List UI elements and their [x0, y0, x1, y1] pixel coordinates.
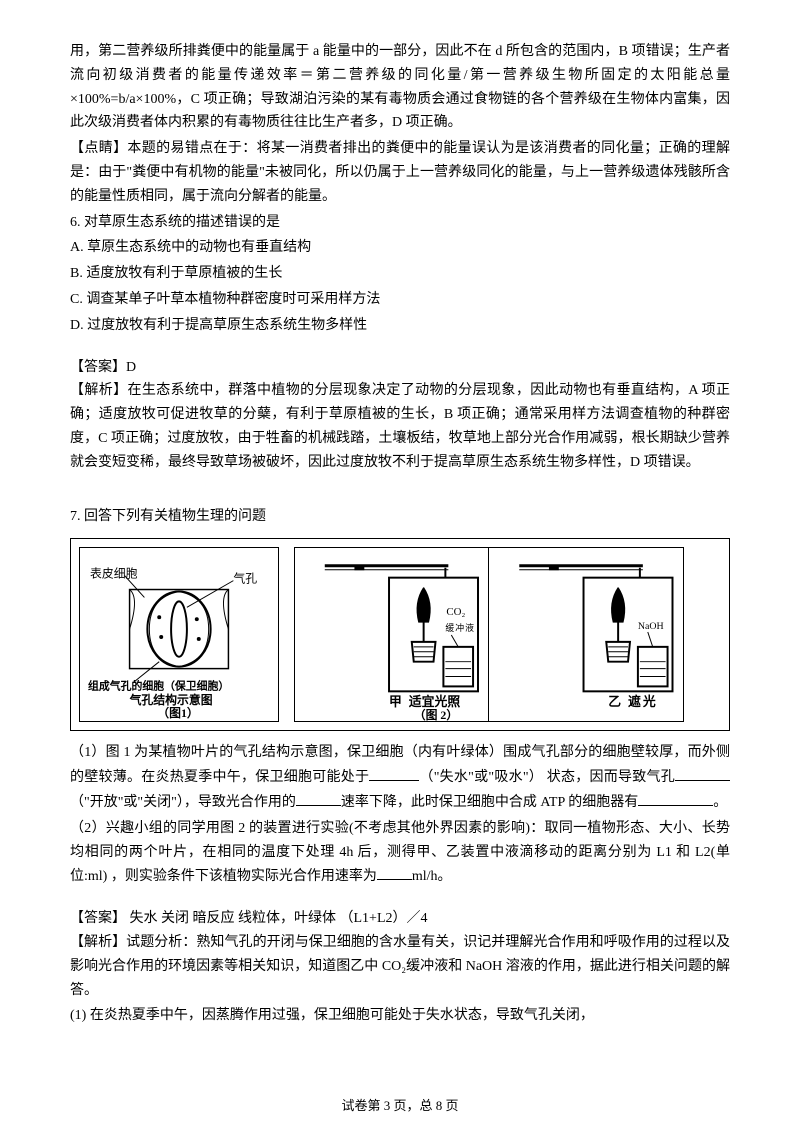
option-d: D. 过度放牧有利于提高草原生态系统生物多样性 [70, 314, 730, 338]
explain-6: 【解析】在生态系统中，群落中植物的分层现象决定了动物的分层现象，因此动物也有垂直… [70, 379, 730, 474]
option-a: A. 草原生态系统中的动物也有垂直结构 [70, 236, 730, 260]
q7-sub1-text3: （"开放"或"关闭"），导致光合作用的 [70, 795, 296, 810]
q7-sub1-text5: 。 [713, 795, 727, 810]
fig2-caption: （图 2） [414, 708, 458, 721]
label-naoh: NaOH [638, 621, 664, 632]
label-yi: 乙 [608, 696, 621, 710]
label-jia: 甲 [389, 696, 402, 710]
label-light: 适宜光照 [409, 695, 461, 710]
option-b: B. 适度放牧有利于草原植被的生长 [70, 262, 730, 286]
label-guard-cell: 组成气孔的细胞（保卫细胞） [88, 679, 229, 693]
fig1-caption-2: （图1） [157, 706, 199, 720]
apparatus-yi: NaOH 乙 遮 光 [489, 548, 683, 721]
page-footer: 试卷第 3 页，总 8 页 [0, 1095, 800, 1117]
label-pore: 气孔 [233, 572, 257, 586]
blank-2 [675, 765, 730, 781]
label-dark-1: 遮 [628, 695, 641, 710]
apparatus-jia: CO₂ 缓 冲 液 甲 适宜光照 （图 2） [295, 548, 489, 721]
stomata-diagram: 表皮细胞 气孔 组成气孔的细胞（保卫细胞） 气孔结构示意图 （图1） [80, 548, 278, 721]
blank-4 [638, 790, 713, 806]
label-buffer-1: 缓 [445, 622, 454, 633]
blank-1 [369, 765, 419, 781]
figure-container: 表皮细胞 气孔 组成气孔的细胞（保卫细胞） 气孔结构示意图 （图1） [70, 538, 730, 731]
q7-sub2: （2）兴趣小组的同学用图 2 的装置进行实验(不考虑其他外界因素的影响)：取同一… [70, 817, 730, 889]
question-6-stem: 6. 对草原生态系统的描述错误的是 [70, 211, 730, 235]
label-co2: CO₂ [446, 607, 465, 619]
explanation-paragraph: 用，第二营养级所排粪便中的能量属于 a 能量中的一部分，因此不在 d 所包含的范… [70, 40, 730, 135]
dianping-paragraph: 【点睛】本题的易错点在于：将某一消费者排出的粪便中的能量误认为是该消费者的同化量… [70, 137, 730, 208]
q7-sub2-text2: ml/h。 [412, 869, 452, 884]
answer-6: 【答案】D [70, 356, 730, 380]
label-dark-2: 光 [642, 695, 656, 710]
label-buffer-3: 液 [465, 622, 474, 633]
label-buffer-2: 冲 [455, 622, 464, 633]
q7-sub1-text4: 速率下降，此时保卫细胞中合成 ATP 的细胞器有 [341, 795, 638, 810]
label-epidermis: 表皮细胞 [90, 567, 138, 581]
answer-7: 【答案】 失水 关闭 暗反应 线粒体，叶绿体 （L1+L2）／4 [70, 907, 730, 931]
q7-sub1-text2: （"失水"或"吸水"） 状态，因而导致气孔 [419, 770, 675, 785]
q7-sub1: （1）图 1 为某植物叶片的气孔结构示意图，保卫细胞（内有叶绿体）围成气孔部分的… [70, 741, 730, 814]
figure-2-experiment: CO₂ 缓 冲 液 甲 适宜光照 （图 2） [294, 547, 684, 722]
option-c: C. 调查某单子叶草本植物种群密度时可采用样方法 [70, 288, 730, 312]
explain-7-2: (1) 在炎热夏季中午，因蒸腾作用过强，保卫细胞可能处于失水状态，导致气孔关闭， [70, 1004, 730, 1028]
explain-7-1: 【解析】试题分析：熟知气孔的开闭与保卫细胞的含水量有关，识记并理解光合作用和呼吸… [70, 931, 730, 1002]
figure-1-stomata: 表皮细胞 气孔 组成气孔的细胞（保卫细胞） 气孔结构示意图 （图1） [79, 547, 279, 722]
question-7-stem: 7. 回答下列有关植物生理的问题 [70, 505, 730, 529]
blank-3 [296, 790, 341, 806]
blank-5 [377, 864, 412, 880]
